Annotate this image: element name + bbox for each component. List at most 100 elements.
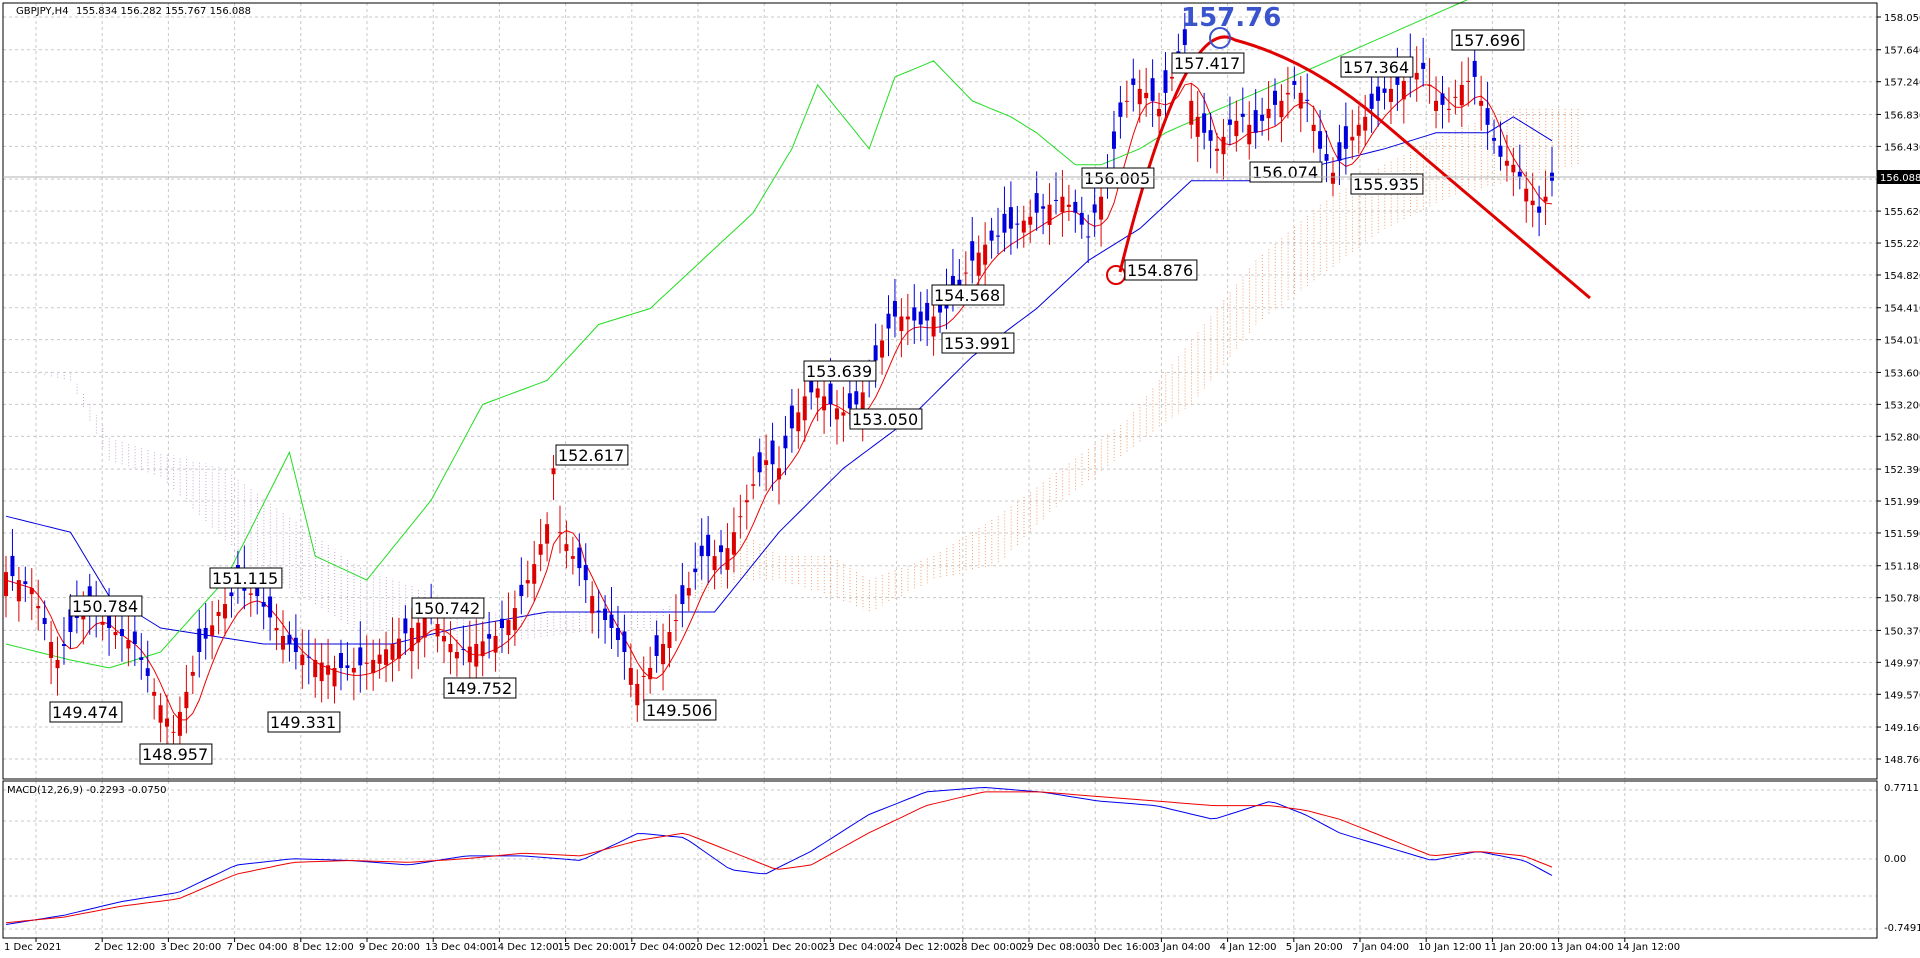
candle-body (809, 381, 814, 393)
candle-body (1150, 78, 1155, 101)
candle-body (29, 588, 34, 595)
x-tick-label: 29 Dec 08:00 (1021, 942, 1088, 953)
macd-axis-top: 0.7711 (1884, 783, 1919, 794)
current-price-tag: 156.088 (3, 170, 1920, 184)
candle-body (931, 316, 936, 337)
candle-body (229, 592, 234, 597)
macd-axis-bottom: -0.7491 (1884, 923, 1920, 934)
candle-body (899, 316, 904, 332)
candle-body (1047, 204, 1052, 225)
candle-body (892, 300, 897, 317)
candle-body (796, 412, 801, 432)
candle-body (36, 606, 41, 609)
candle-body (1537, 206, 1542, 213)
candle-body (1485, 108, 1490, 125)
candle-body (654, 635, 659, 656)
candle-body (1092, 204, 1097, 213)
x-tick-label: 5 Jan 20:00 (1286, 942, 1343, 953)
y-tick-label: 153.600 (1884, 368, 1920, 379)
candle-body (822, 396, 827, 411)
y-tick-label: 156.830 (1884, 110, 1920, 121)
y-tick-label: 150.370 (1884, 626, 1920, 637)
candle-body (190, 671, 195, 676)
candle-body (326, 665, 331, 675)
candle-body (828, 383, 833, 405)
candle-body (738, 516, 743, 518)
candle-body (693, 568, 698, 573)
candle-body (119, 629, 124, 636)
price-label-box (209, 567, 283, 589)
price-label: 149.331 (270, 713, 336, 732)
candle-body (783, 435, 788, 449)
candle-body (145, 668, 150, 676)
candle-body (274, 628, 279, 631)
x-tick-label: 11 Jan 20:00 (1484, 942, 1547, 953)
candle-body (1337, 142, 1342, 161)
candle-body (1182, 29, 1187, 45)
candle-body (1202, 113, 1207, 133)
candle-body (1208, 130, 1213, 141)
candle-body (1511, 164, 1516, 173)
candle-body (699, 545, 704, 557)
candle-body (880, 340, 885, 358)
x-tick-label: 24 Dec 12:00 (889, 942, 956, 953)
candle-body (223, 604, 228, 619)
candle-body (480, 641, 485, 657)
candle-body (1008, 207, 1013, 229)
candle-body (545, 524, 550, 544)
candle-body (132, 631, 137, 644)
candle-body (1144, 92, 1149, 99)
candle-body (1318, 131, 1323, 149)
candle-body (10, 555, 15, 577)
candle-body (1414, 72, 1419, 80)
y-tick-label: 154.410 (1884, 304, 1920, 315)
price-label-box (941, 332, 1015, 354)
candle-body (519, 584, 524, 597)
candle-body (1260, 114, 1265, 121)
candle-body (165, 718, 170, 727)
candle-body (996, 235, 1001, 237)
x-tick-label: 28 Dec 00:00 (955, 942, 1022, 953)
candle-body (551, 468, 556, 475)
x-tick-label: 17 Dec 04:00 (624, 942, 691, 953)
candle-body (1298, 92, 1303, 109)
candle-body (603, 608, 608, 621)
candle-body (1376, 86, 1381, 101)
macd-label: MACD(12,26,9) -0.2293 -0.0750 (7, 785, 167, 796)
candle-body (1247, 124, 1252, 145)
x-tick-label: 4 Jan 12:00 (1220, 942, 1277, 953)
candle-body (384, 649, 389, 665)
candle-body (416, 622, 421, 643)
candle-body (467, 646, 472, 663)
candle-body (886, 313, 891, 329)
candle-body (1453, 96, 1458, 98)
x-tick-label: 8 Dec 12:00 (293, 942, 354, 953)
candle-body (61, 644, 66, 646)
x-tick-label: 13 Jan 04:00 (1551, 942, 1614, 953)
candle-body (1530, 200, 1535, 206)
price-label: 150.784 (72, 597, 138, 616)
candle-body (661, 643, 666, 665)
candle-body (1459, 84, 1464, 106)
candle-body (1356, 124, 1361, 136)
price-label: 149.506 (646, 701, 712, 720)
candle-body (313, 659, 318, 678)
candle-body (1073, 201, 1078, 213)
price-label: 157.417 (1174, 54, 1240, 73)
x-tick-label: 9 Dec 20:00 (359, 942, 420, 953)
candle-body (854, 391, 859, 405)
candle-body (248, 593, 253, 595)
candle-body (1118, 102, 1123, 117)
candle-body (628, 667, 633, 685)
candle-body (564, 544, 569, 551)
y-tick-label: 149.570 (1884, 690, 1920, 701)
candle-body (454, 651, 459, 659)
candle-body (139, 657, 144, 660)
candle-body (1279, 100, 1284, 118)
candle-body (1285, 92, 1290, 95)
y-tick-label: 154.010 (1884, 336, 1920, 347)
price-label: 153.991 (944, 334, 1010, 353)
candle-body (1163, 70, 1168, 93)
candle-body (1215, 148, 1220, 151)
candle-body (577, 547, 582, 569)
